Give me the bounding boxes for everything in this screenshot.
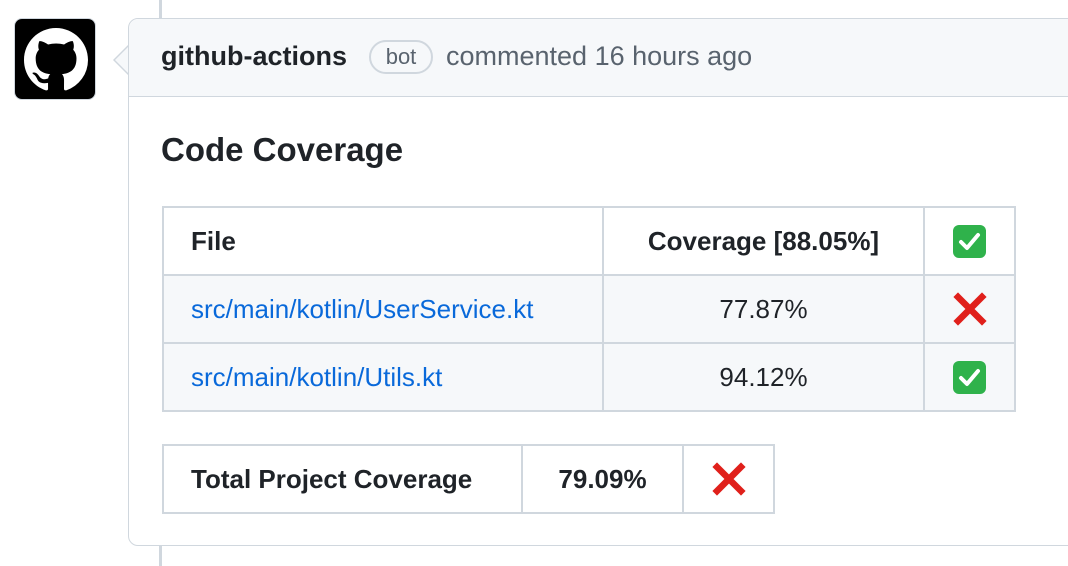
- check-icon: [953, 360, 986, 394]
- status-cell: [923, 274, 1016, 344]
- total-label: Total Project Coverage: [162, 444, 523, 514]
- total-value: 79.09%: [521, 444, 684, 514]
- comment-header: github-actions bot commented 16 hours ag…: [129, 19, 1068, 97]
- table-row: src/main/kotlin/Utils.kt 94.12%: [162, 342, 1016, 412]
- report-title: Code Coverage: [161, 131, 404, 168]
- file-link[interactable]: src/main/kotlin/UserService.kt: [191, 293, 534, 324]
- comment-pointer-fill: [115, 45, 130, 75]
- header-coverage: Coverage [88.05%]: [602, 206, 925, 276]
- cross-icon: [711, 462, 746, 496]
- file-cell: src/main/kotlin/UserService.kt: [162, 274, 604, 344]
- comment-timestamp[interactable]: commented 16 hours ago: [446, 41, 753, 71]
- author-link[interactable]: github-actions: [161, 41, 347, 71]
- bot-badge: bot: [369, 40, 433, 74]
- avatar[interactable]: [14, 18, 96, 100]
- header-status: [923, 206, 1016, 276]
- total-coverage-table: Total Project Coverage 79.09%: [162, 444, 775, 514]
- total-row: Total Project Coverage 79.09%: [162, 444, 775, 514]
- coverage-cell: 94.12%: [602, 342, 925, 412]
- header-file: File: [162, 206, 604, 276]
- coverage-table: File Coverage [88.05%] src/main/kotlin/U…: [162, 206, 1016, 412]
- check-icon: [953, 224, 986, 258]
- table-header-row: File Coverage [88.05%]: [162, 206, 1016, 276]
- status-cell: [923, 342, 1016, 412]
- comment-box: github-actions bot commented 16 hours ag…: [128, 18, 1068, 546]
- coverage-cell: 77.87%: [602, 274, 925, 344]
- total-status-cell: [682, 444, 775, 514]
- cross-icon: [952, 292, 987, 326]
- table-row: src/main/kotlin/UserService.kt 77.87%: [162, 274, 1016, 344]
- github-logo-icon: [24, 28, 88, 91]
- file-cell: src/main/kotlin/Utils.kt: [162, 342, 604, 412]
- file-link[interactable]: src/main/kotlin/Utils.kt: [191, 361, 443, 392]
